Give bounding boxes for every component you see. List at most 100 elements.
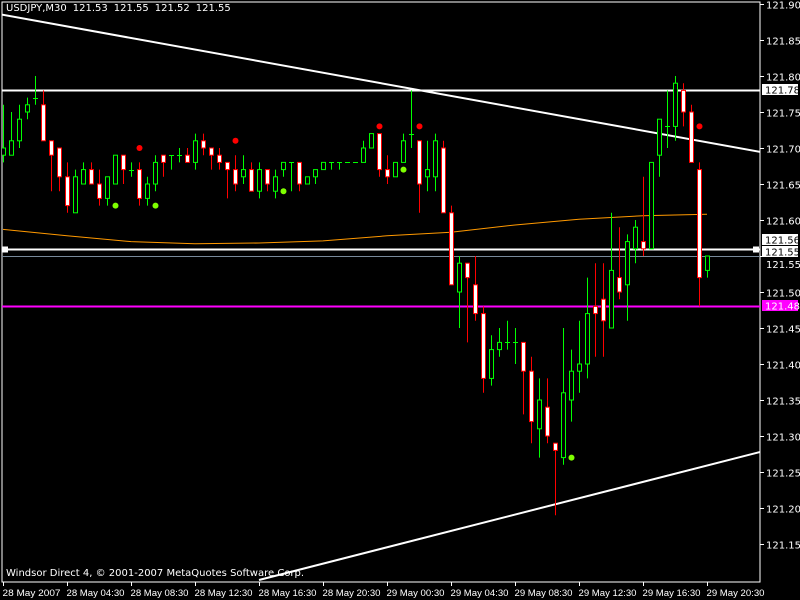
fractal-up-marker	[376, 123, 383, 130]
candle-body	[297, 161, 302, 185]
candle-body	[281, 161, 286, 171]
candle	[617, 227, 622, 300]
candle	[2, 104, 6, 163]
time-tick-label: 29 May 16:30	[643, 588, 701, 598]
candle-body	[489, 349, 494, 379]
candle	[609, 212, 614, 329]
candle	[105, 176, 110, 206]
candle-body	[601, 298, 606, 322]
fractal-down-marker	[112, 202, 119, 209]
candle-body	[81, 169, 86, 185]
candle-body	[121, 154, 126, 171]
candle-body	[241, 169, 246, 178]
candle-body	[145, 183, 150, 199]
candle	[625, 234, 630, 321]
candle	[641, 176, 646, 256]
candle	[537, 378, 542, 458]
price-tick-label: 121.40	[766, 361, 800, 372]
fractal-down-marker	[280, 188, 287, 195]
candle-body	[561, 392, 566, 459]
time-tick-label: 29 May 00:30	[387, 588, 445, 598]
time-tick-label: 29 May 12:30	[579, 588, 637, 598]
candle	[33, 76, 38, 105]
candle-body	[57, 147, 62, 178]
candle-body	[361, 147, 366, 163]
candle-body	[649, 161, 654, 250]
candle-body	[17, 118, 22, 142]
candle	[337, 162, 342, 170]
candle	[665, 90, 670, 148]
candle	[289, 162, 294, 192]
candle-body	[697, 169, 702, 279]
chart-header: USDJPY,M30 121.53 121.55 121.52 121.55	[6, 3, 237, 14]
price-label-box	[762, 300, 798, 311]
candle-body	[305, 176, 310, 185]
candle-body	[681, 89, 686, 113]
candle-body	[585, 313, 590, 365]
candle	[481, 306, 486, 393]
candle	[321, 161, 326, 171]
candle	[17, 104, 22, 148]
candle	[89, 162, 94, 185]
candle	[25, 97, 30, 120]
candle-body	[633, 226, 638, 250]
candle	[121, 154, 126, 184]
candle	[209, 147, 214, 170]
candle	[73, 169, 78, 214]
candle-body	[521, 341, 526, 372]
moving-average-line	[2, 213, 708, 245]
candle-body	[185, 154, 190, 163]
candle-body	[217, 154, 222, 163]
price-tick-label: 121.50	[766, 289, 800, 300]
candle-body	[249, 169, 254, 192]
time-tick-label: 29 May 08:30	[515, 588, 573, 598]
candle	[601, 263, 606, 357]
candle-body	[105, 176, 110, 199]
candle-body	[537, 399, 542, 430]
candle-body	[593, 305, 598, 315]
candle-body	[577, 363, 582, 372]
candle	[217, 148, 222, 170]
candle	[49, 140, 54, 192]
candle	[593, 263, 598, 357]
candle	[185, 148, 190, 163]
time-tick-label: 28 May 04:30	[67, 588, 125, 598]
price-label-text: 121.56	[765, 236, 800, 247]
candle	[409, 90, 414, 148]
candle-body	[265, 169, 270, 185]
candle-body	[137, 169, 142, 199]
candle	[113, 154, 118, 185]
candle-body	[377, 133, 382, 171]
candle	[673, 76, 678, 141]
price-tick-label: 121.25	[766, 469, 800, 480]
fractal-up-marker	[696, 123, 703, 130]
candle-body	[657, 118, 662, 156]
candle-body	[457, 262, 462, 293]
price-label-box	[762, 234, 798, 245]
candle-body	[625, 241, 630, 286]
price-tick-label: 121.45	[766, 325, 800, 336]
fractal-up-marker	[232, 137, 239, 144]
candle-body	[425, 169, 430, 178]
time-tick-label: 29 May 20:30	[707, 588, 765, 598]
candle	[417, 140, 422, 213]
candle	[649, 161, 654, 250]
candle-body	[385, 169, 390, 178]
fractal-up-marker	[136, 145, 143, 151]
candle-body	[89, 169, 94, 185]
price-label-text: 121.55	[765, 248, 800, 259]
candle	[41, 90, 46, 142]
candle	[457, 256, 462, 328]
candle-body	[257, 169, 262, 192]
candle-body	[209, 147, 214, 156]
candle-body	[401, 140, 406, 163]
candle	[233, 155, 238, 192]
candle	[57, 147, 62, 192]
candle	[401, 133, 406, 163]
price-tick-label: 121.85	[766, 37, 800, 48]
price-tick-label: 121.15	[766, 541, 800, 552]
candle-body	[161, 154, 166, 163]
price-label-text: 121.48	[765, 302, 800, 313]
price-tick-label: 121.55	[766, 260, 800, 271]
